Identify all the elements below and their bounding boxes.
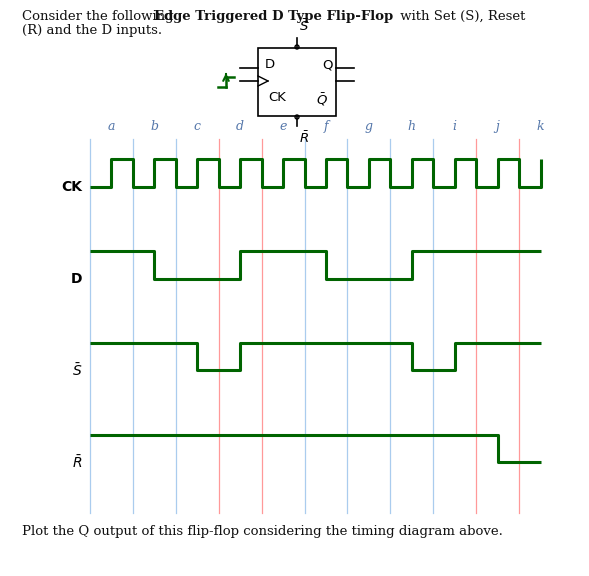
Text: Q: Q (322, 58, 333, 71)
Text: CK: CK (268, 91, 286, 104)
Bar (258, 48, 336, 116)
Text: f: f (324, 120, 328, 133)
Text: with Set (S), Reset: with Set (S), Reset (396, 10, 525, 23)
Text: b: b (150, 120, 158, 133)
Text: $\bar{R}$: $\bar{R}$ (72, 454, 82, 471)
Text: (R) and the D inputs.: (R) and the D inputs. (22, 24, 162, 37)
Text: $\bar{S}$: $\bar{S}$ (299, 18, 309, 34)
Text: i: i (453, 120, 456, 133)
Text: $\bar{S}$: $\bar{S}$ (72, 362, 82, 379)
Text: D: D (71, 272, 82, 286)
Text: j: j (496, 120, 499, 133)
Text: d: d (236, 120, 244, 133)
Text: Consider the following: Consider the following (22, 10, 178, 23)
Text: a: a (108, 120, 115, 133)
Text: e: e (279, 120, 287, 133)
Text: g: g (365, 120, 373, 133)
Text: h: h (408, 120, 416, 133)
Text: $\bar{R}$: $\bar{R}$ (299, 130, 309, 146)
Text: Plot the Q output of this flip-flop considering the timing diagram above.: Plot the Q output of this flip-flop cons… (22, 525, 503, 538)
Text: Edge Triggered D Type Flip-Flop: Edge Triggered D Type Flip-Flop (154, 10, 393, 23)
Text: CK: CK (61, 180, 82, 194)
Text: D: D (265, 58, 275, 71)
Text: k: k (537, 120, 544, 133)
Text: c: c (194, 120, 201, 133)
Text: $\bar{Q}$: $\bar{Q}$ (316, 91, 328, 108)
